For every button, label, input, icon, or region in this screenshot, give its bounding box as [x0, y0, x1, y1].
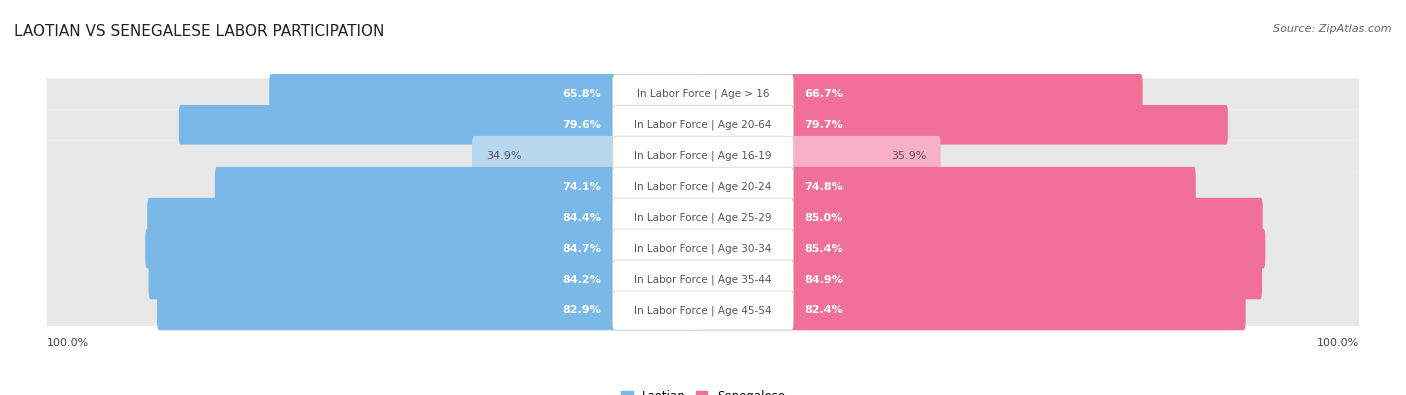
- FancyBboxPatch shape: [179, 105, 704, 145]
- Text: Source: ZipAtlas.com: Source: ZipAtlas.com: [1274, 24, 1392, 34]
- Text: 35.9%: 35.9%: [891, 151, 927, 161]
- Text: 82.9%: 82.9%: [562, 305, 602, 316]
- FancyBboxPatch shape: [702, 136, 941, 175]
- FancyBboxPatch shape: [46, 140, 1360, 171]
- Text: 34.9%: 34.9%: [486, 151, 522, 161]
- Text: 79.7%: 79.7%: [804, 120, 844, 130]
- Text: 84.2%: 84.2%: [562, 275, 602, 284]
- FancyBboxPatch shape: [613, 136, 793, 175]
- FancyBboxPatch shape: [215, 167, 704, 207]
- Text: 74.8%: 74.8%: [804, 182, 844, 192]
- Text: LAOTIAN VS SENEGALESE LABOR PARTICIPATION: LAOTIAN VS SENEGALESE LABOR PARTICIPATIO…: [14, 24, 384, 39]
- FancyBboxPatch shape: [270, 74, 704, 114]
- FancyBboxPatch shape: [157, 291, 704, 330]
- FancyBboxPatch shape: [613, 260, 793, 299]
- Text: 85.0%: 85.0%: [804, 213, 844, 223]
- Text: 85.4%: 85.4%: [804, 244, 844, 254]
- FancyBboxPatch shape: [145, 229, 704, 268]
- Legend: Laotian, Senegalese: Laotian, Senegalese: [616, 385, 790, 395]
- FancyBboxPatch shape: [46, 202, 1360, 233]
- Text: 74.1%: 74.1%: [562, 182, 602, 192]
- FancyBboxPatch shape: [702, 74, 1143, 114]
- FancyBboxPatch shape: [702, 167, 1195, 207]
- Text: 65.8%: 65.8%: [562, 89, 602, 99]
- FancyBboxPatch shape: [46, 78, 1360, 109]
- Text: In Labor Force | Age 30-34: In Labor Force | Age 30-34: [634, 243, 772, 254]
- FancyBboxPatch shape: [46, 109, 1360, 140]
- Text: In Labor Force | Age 20-64: In Labor Force | Age 20-64: [634, 120, 772, 130]
- FancyBboxPatch shape: [702, 291, 1246, 330]
- FancyBboxPatch shape: [46, 264, 1360, 295]
- FancyBboxPatch shape: [702, 198, 1263, 237]
- Text: 100.0%: 100.0%: [1317, 338, 1360, 348]
- FancyBboxPatch shape: [46, 171, 1360, 202]
- FancyBboxPatch shape: [149, 260, 704, 299]
- Text: 84.9%: 84.9%: [804, 275, 844, 284]
- FancyBboxPatch shape: [148, 198, 704, 237]
- FancyBboxPatch shape: [613, 105, 793, 144]
- Text: 79.6%: 79.6%: [562, 120, 602, 130]
- Text: 84.7%: 84.7%: [562, 244, 602, 254]
- FancyBboxPatch shape: [613, 167, 793, 206]
- Text: In Labor Force | Age 35-44: In Labor Force | Age 35-44: [634, 274, 772, 285]
- Text: In Labor Force | Age 16-19: In Labor Force | Age 16-19: [634, 150, 772, 161]
- Text: In Labor Force | Age 45-54: In Labor Force | Age 45-54: [634, 305, 772, 316]
- Text: 66.7%: 66.7%: [804, 89, 844, 99]
- FancyBboxPatch shape: [613, 291, 793, 330]
- FancyBboxPatch shape: [613, 229, 793, 268]
- FancyBboxPatch shape: [613, 198, 793, 237]
- FancyBboxPatch shape: [46, 295, 1360, 326]
- Text: 84.4%: 84.4%: [562, 213, 602, 223]
- FancyBboxPatch shape: [46, 233, 1360, 264]
- FancyBboxPatch shape: [702, 105, 1227, 145]
- Text: In Labor Force | Age > 16: In Labor Force | Age > 16: [637, 88, 769, 99]
- FancyBboxPatch shape: [472, 136, 704, 175]
- FancyBboxPatch shape: [702, 260, 1263, 299]
- FancyBboxPatch shape: [702, 229, 1265, 268]
- Text: In Labor Force | Age 25-29: In Labor Force | Age 25-29: [634, 213, 772, 223]
- FancyBboxPatch shape: [613, 74, 793, 113]
- Text: In Labor Force | Age 20-24: In Labor Force | Age 20-24: [634, 181, 772, 192]
- Text: 82.4%: 82.4%: [804, 305, 844, 316]
- Text: 100.0%: 100.0%: [46, 338, 89, 348]
